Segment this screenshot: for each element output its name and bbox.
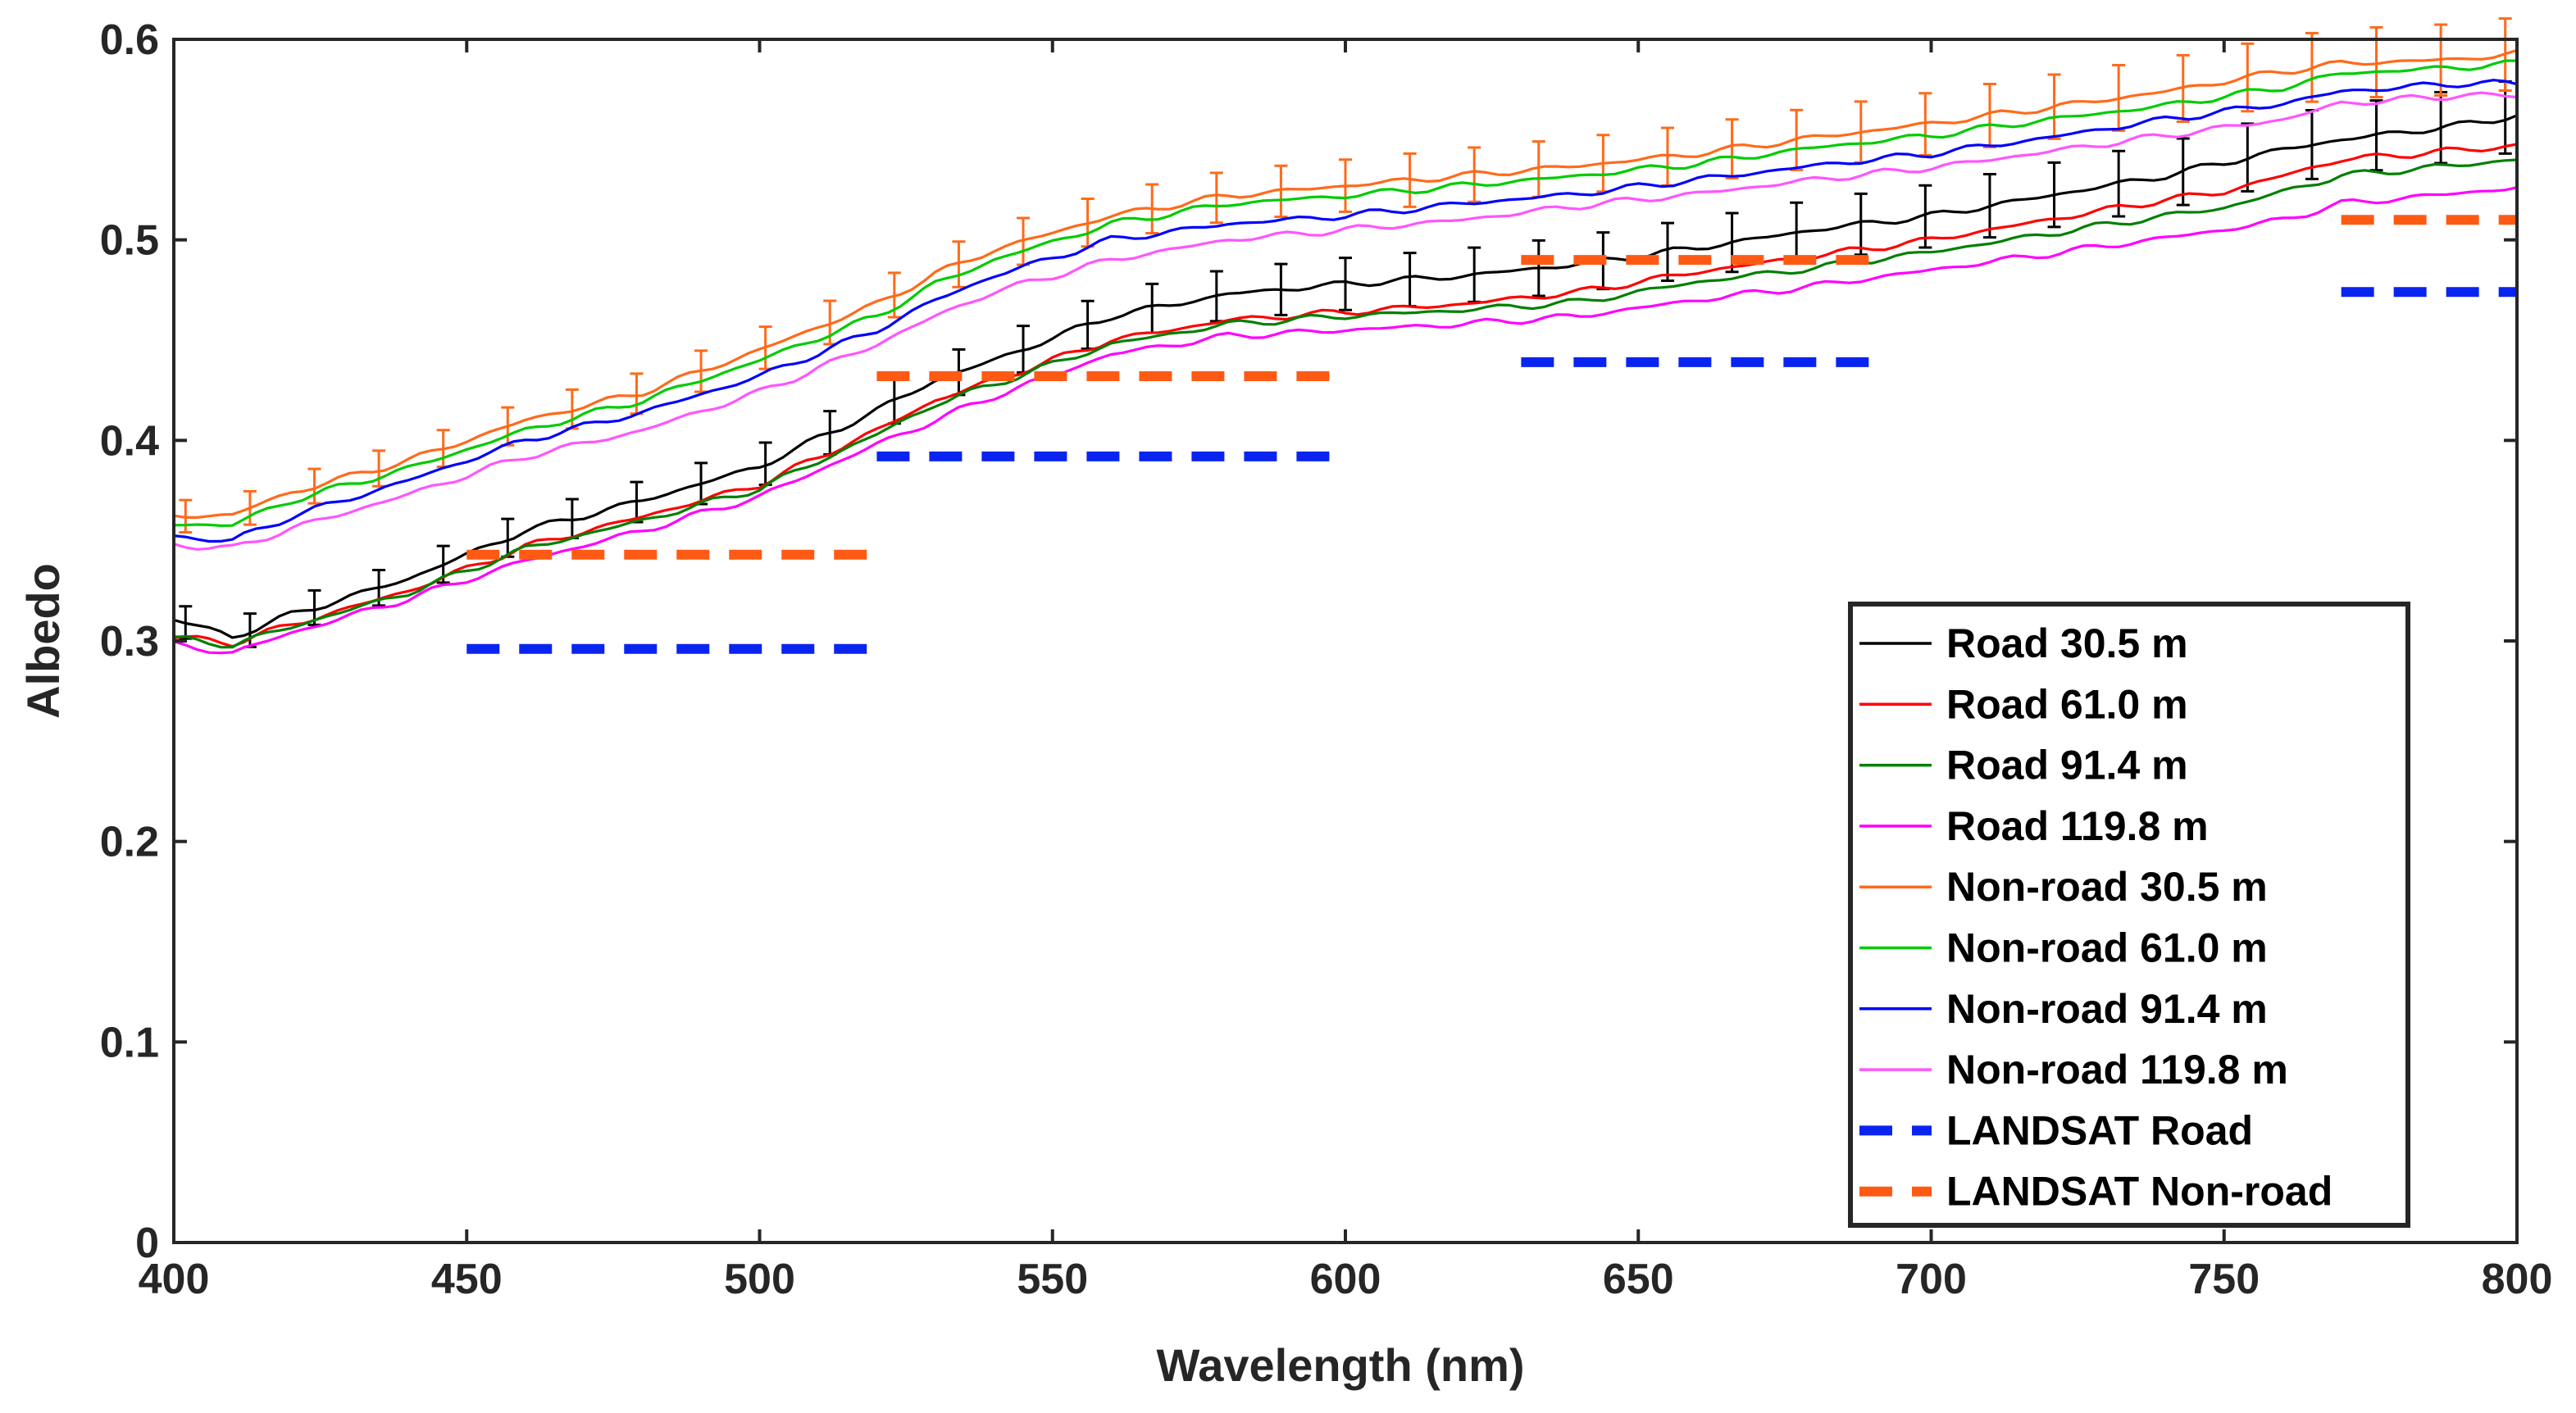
series-road-91-4-m [173,158,2518,649]
legend-entry-non-road-91-4-m: Non-road 91.4 m [1859,986,2268,1032]
legend-label: Road 119.8 m [1946,803,2209,849]
error-bar [952,240,966,289]
legend-label: Non-road 30.5 m [1946,864,2268,910]
legend-entry-road-61-0-m: Road 61.0 m [1859,681,2188,727]
error-bar [2047,161,2061,229]
x-tick-label: 500 [724,1256,795,1303]
x-tick-label: 400 [139,1256,210,1303]
error-bar [179,498,193,534]
axes: 400 450 500 550 600 650 700 750 800 0 0.1 0.2 0.3 0.4… [100,16,2553,1303]
y-tick-label: 0.2 [100,819,159,866]
x-axis-title: Wavelength (nm) [1156,1339,1524,1391]
error-bar [1274,164,1288,218]
y-tick-label: 0.1 [100,1019,159,1066]
error-bar [1209,171,1223,225]
series-landsat-road [467,287,2517,654]
series-non-road-91-4-m [173,79,2518,543]
x-tick-label: 450 [431,1256,503,1303]
error-bar [1854,192,1868,257]
legend-label: Road 30.5 m [1946,620,2188,666]
legend-label: Non-road 91.4 m [1946,986,2268,1032]
line-non-road-61-0-m [173,59,2517,527]
series-layer [173,17,2518,655]
legend-label: LANDSAT Non-road [1946,1169,2333,1215]
legend: Road 30.5 m Road 61.0 m Road 91.4 m Road 11… [1848,602,2410,1228]
x-tick-label: 700 [1896,1256,1967,1303]
line-non-road-91-4-m [173,79,2518,543]
line-road-61-0-m [173,143,2518,648]
legend-entry-road-30-5-m: Road 30.5 m [1859,620,2188,666]
y-tick-label: 0.4 [100,417,159,465]
y-tick-label: 0.5 [100,217,159,265]
series-road-119-8-m [173,186,2518,655]
legend-label: LANDSAT Road [1946,1107,2253,1153]
legend-entry-non-road-30-5-m: Non-road 30.5 m [1859,864,2268,910]
x-tick-label: 650 [1603,1256,1674,1303]
error-bar [1660,221,1674,283]
line-non-road-119-8-m [173,91,2518,551]
error-bar [1339,257,1352,311]
error-bar [1725,118,1739,179]
legend-label: Road 61.0 m [1946,681,2188,727]
error-bar [2047,73,2061,140]
series-non-road-61-0-m [173,59,2517,527]
error-bar [1403,152,1417,208]
error-bar [2498,17,2512,93]
x-tick-label: 550 [1017,1256,1088,1303]
legend-entry-non-road-119-8-m: Non-road 119.8 m [1859,1047,2288,1093]
legend-label: Non-road 119.8 m [1946,1047,2288,1093]
legend-label: Road 91.4 m [1946,743,2188,788]
error-bar [1982,82,1996,149]
y-tick-label: 0.6 [100,16,159,64]
legend-entry-road-119-8-m: Road 119.8 m [1859,803,2209,849]
error-bar [2176,53,2190,123]
error-bar [2241,42,2255,113]
series-road-61-0-m [173,143,2518,648]
error-bar [1339,158,1352,213]
series-landsat-non-road [467,215,2517,560]
line-road-119-8-m [173,186,2518,655]
error-bar [1790,108,1804,171]
error-bar [1274,262,1288,316]
legend-box [1848,602,2410,1228]
x-tick-label: 600 [1310,1256,1381,1303]
landsat-layer [467,215,2517,654]
line-road-91-4-m [173,158,2518,649]
error-bar [1145,183,1159,235]
legend-entry-road-91-4-m: Road 91.4 m [1859,743,2188,788]
legend-entry-non-road-61-0-m: Non-road 61.0 m [1859,925,2268,971]
error-bar [243,489,257,526]
y-tick-label: 0.3 [100,618,159,666]
legend-label: Non-road 61.0 m [1946,925,2268,971]
legend-entry-landsat-non-road: LANDSAT Non-road [1859,1169,2333,1215]
x-tick-label: 800 [2482,1256,2553,1303]
series-non-road-119-8-m [173,91,2518,551]
error-bar [1531,239,1545,298]
y-tick-label: 0 [135,1220,159,1267]
error-bar [2112,64,2126,132]
error-bar [1468,146,1481,203]
y-axis-title: Albedo [17,563,69,719]
error-bar [1982,173,1996,239]
x-tick-label: 750 [2188,1256,2260,1303]
error-bar [2434,23,2448,97]
series-non-road-30-5-m [173,17,2518,534]
legend-entry-landsat-road: LANDSAT Road [1859,1107,2253,1153]
error-bars-non-road-30-5-m [179,17,2512,534]
error-bar [307,467,321,505]
error-bar [2305,31,2319,103]
